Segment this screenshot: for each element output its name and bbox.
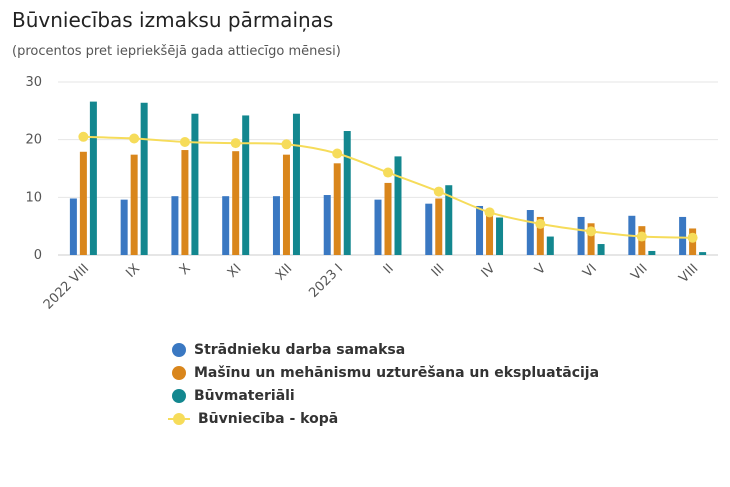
x-tick-label: 2023 I xyxy=(306,261,346,301)
bar xyxy=(394,156,402,255)
bar xyxy=(333,163,341,255)
legend-label-total: Būvniecība - kopā xyxy=(198,410,339,427)
bar xyxy=(425,203,433,255)
x-tick-label: IX xyxy=(123,261,143,281)
line-point xyxy=(129,133,140,144)
x-tick-label: VIII xyxy=(676,261,701,286)
x-tick-label: XI xyxy=(225,261,245,281)
line-point xyxy=(535,218,546,229)
legend-label-wages: Strādnieku darba samaksa xyxy=(194,341,406,358)
y-tick-label: 30 xyxy=(25,75,42,90)
line-point xyxy=(281,139,292,150)
line-point xyxy=(433,186,444,197)
bar xyxy=(445,185,453,255)
bar xyxy=(679,216,687,255)
bar xyxy=(272,196,280,255)
bar xyxy=(69,198,77,255)
x-tick-label: XII xyxy=(273,261,295,283)
bar xyxy=(79,151,87,255)
x-tick-label: X xyxy=(177,261,194,278)
line-point xyxy=(78,131,89,142)
bar xyxy=(699,252,707,255)
bar xyxy=(120,199,128,255)
bar xyxy=(496,217,504,255)
x-tick-label: V xyxy=(532,261,549,278)
line-point xyxy=(383,167,393,178)
bar xyxy=(181,150,189,255)
legend-item-wages[interactable]: Strādnieku darba samaksa xyxy=(172,338,599,361)
bar xyxy=(292,113,300,255)
line-point xyxy=(179,136,190,147)
bar xyxy=(282,154,290,255)
y-tick-label: 10 xyxy=(25,190,42,205)
bar xyxy=(191,113,199,255)
legend-label-machinery: Mašīnu un mehānismu uzturēšana un eksplu… xyxy=(194,364,600,381)
bar xyxy=(648,250,656,255)
bar xyxy=(526,210,534,255)
bar xyxy=(536,216,544,255)
chart-title: Būvniecības izmaksu pārmaiņas xyxy=(12,8,334,32)
legend-swatch-wages xyxy=(172,342,186,357)
bar xyxy=(323,195,331,255)
line-point xyxy=(636,231,647,242)
legend-swatch-machinery xyxy=(172,365,186,380)
line-point xyxy=(230,138,241,149)
x-tick-label: 2022 VIII xyxy=(41,261,92,312)
bar xyxy=(384,182,392,255)
bar xyxy=(546,236,554,255)
bar xyxy=(222,196,230,255)
line-point xyxy=(687,232,698,243)
x-tick-label: III xyxy=(429,261,448,280)
y-tick-label: 20 xyxy=(25,133,42,148)
legend-swatch-total xyxy=(168,412,190,426)
bar xyxy=(476,205,484,255)
bar xyxy=(577,216,585,255)
bar xyxy=(140,102,148,255)
bar xyxy=(587,223,595,255)
bar xyxy=(89,101,97,256)
bar xyxy=(130,154,138,255)
x-tick-label: II xyxy=(381,261,397,277)
legend-swatch-materials xyxy=(172,388,186,403)
bar xyxy=(343,131,351,255)
bar xyxy=(232,151,240,255)
x-tick-label: IV xyxy=(479,261,499,281)
line-point xyxy=(332,148,343,159)
x-tick-label: VII xyxy=(628,261,650,283)
legend-item-machinery[interactable]: Mašīnu un mehānismu uzturēšana un eksplu… xyxy=(172,361,599,384)
chart-legend: Strādnieku darba samaksa Mašīnu un mehān… xyxy=(168,338,599,430)
bar xyxy=(171,196,179,255)
line-point xyxy=(484,207,495,218)
bar xyxy=(374,199,382,255)
legend-label-materials: Būvmateriāli xyxy=(194,387,295,404)
x-tick-label: VI xyxy=(580,261,600,281)
chart-subtitle: (procentos pret iepriekšējā gada attiecī… xyxy=(12,44,341,59)
legend-item-total[interactable]: Būvniecība - kopā xyxy=(168,407,599,430)
line-point xyxy=(586,226,597,237)
bar xyxy=(435,198,443,255)
y-tick-label: 0 xyxy=(34,248,42,263)
legend-item-materials[interactable]: Būvmateriāli xyxy=(172,384,599,407)
bar xyxy=(242,115,250,256)
bar xyxy=(597,244,605,255)
bar xyxy=(486,210,494,255)
